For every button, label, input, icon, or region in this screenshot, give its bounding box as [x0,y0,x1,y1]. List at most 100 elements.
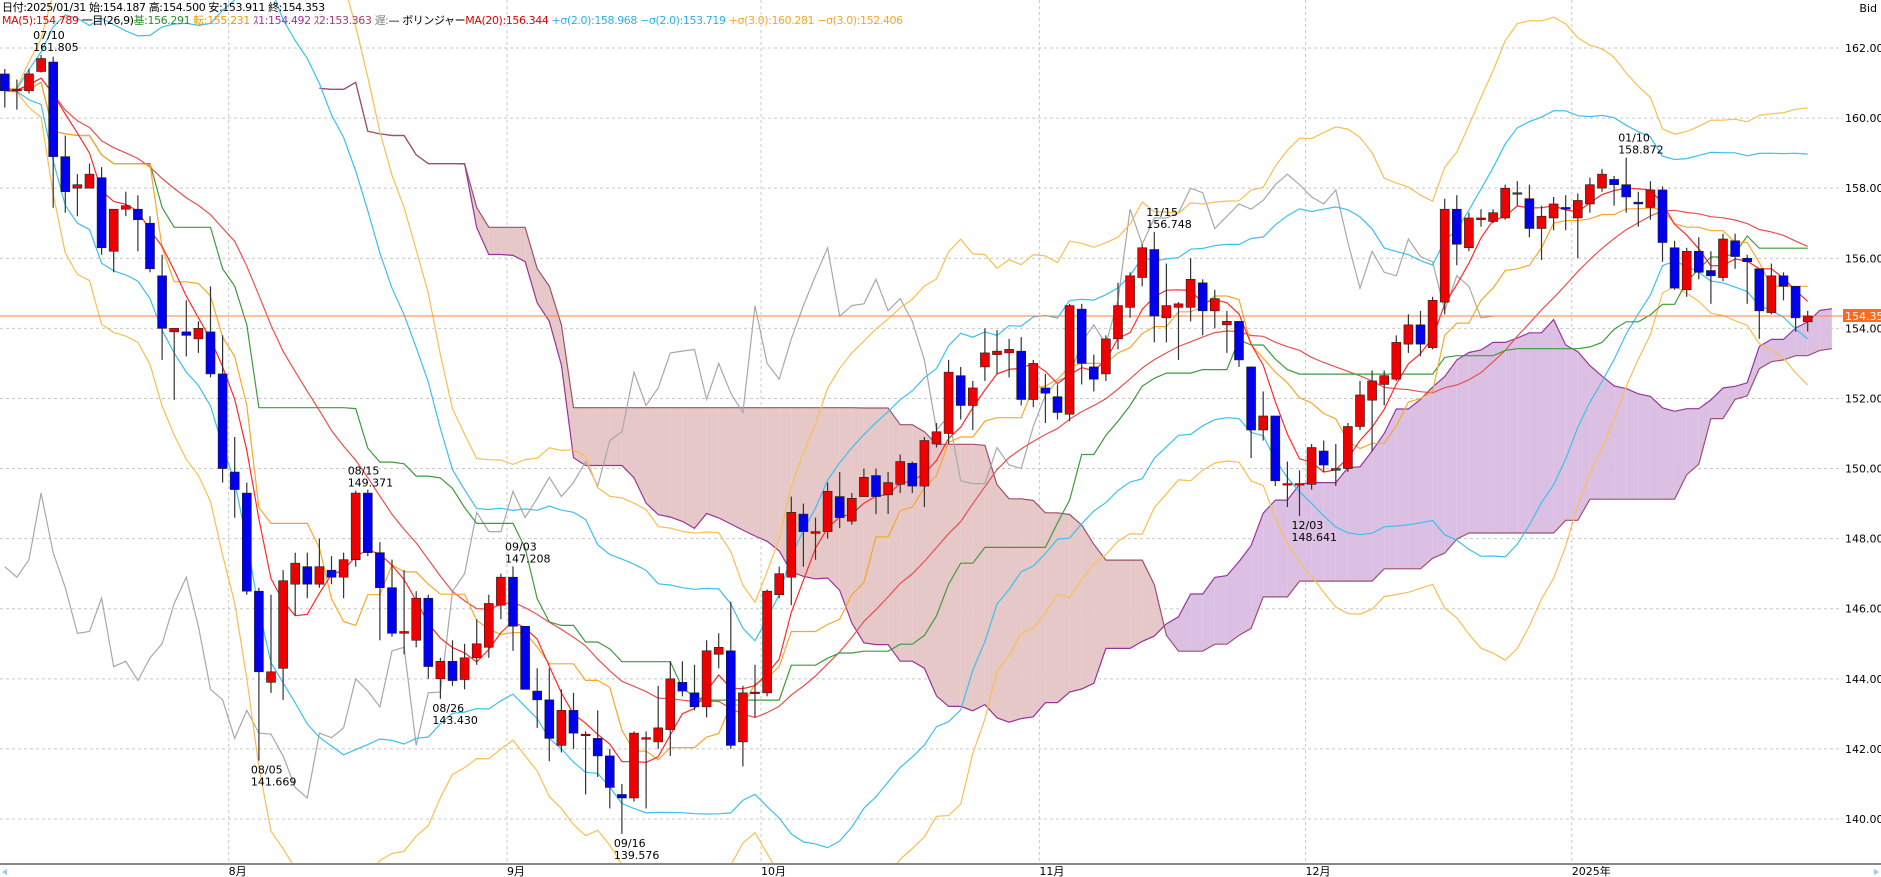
candle[interactable] [1089,354,1099,392]
candle[interactable] [1331,444,1341,487]
candle[interactable] [133,195,143,252]
candle[interactable] [1161,263,1172,343]
candle[interactable] [738,685,748,767]
candle[interactable] [750,664,760,718]
candle[interactable] [992,330,1002,374]
candle[interactable] [387,559,397,637]
candle[interactable] [435,657,446,699]
candle[interactable] [871,468,881,515]
candle[interactable] [810,517,821,560]
candle[interactable] [544,668,555,762]
candle[interactable] [1802,310,1813,332]
candle[interactable] [895,454,906,494]
candle[interactable] [762,589,772,697]
candle[interactable] [907,461,918,494]
candle[interactable] [108,208,119,273]
candle[interactable] [1355,380,1365,430]
candle[interactable] [1270,415,1281,487]
candle[interactable] [592,710,603,777]
candle[interactable] [931,422,942,448]
candle[interactable] [1052,384,1063,420]
candle[interactable] [1004,338,1014,378]
candle[interactable] [1621,157,1631,213]
candle[interactable] [350,490,361,567]
candle[interactable] [1113,282,1123,350]
candle[interactable] [774,566,785,599]
candle[interactable] [217,335,228,483]
candle[interactable] [1548,196,1559,231]
candle[interactable] [980,328,990,381]
candle[interactable] [1246,366,1256,459]
candle[interactable] [1427,296,1438,350]
candle[interactable] [1306,444,1317,490]
candle[interactable] [169,328,179,400]
candle[interactable] [1173,302,1184,360]
candle[interactable] [580,731,591,795]
candle[interactable] [1125,272,1135,318]
candle[interactable] [1137,244,1147,287]
candle[interactable] [568,692,579,749]
candle[interactable] [1778,272,1789,301]
candle[interactable] [0,69,10,108]
candle[interactable] [314,538,325,588]
candle[interactable] [617,783,627,834]
candle[interactable] [1706,251,1716,304]
candle[interactable] [1742,254,1752,304]
candle[interactable] [967,380,978,430]
candle[interactable] [145,216,155,273]
candle[interactable] [689,664,700,711]
candle[interactable] [604,748,615,809]
candle[interactable] [447,640,458,686]
candle[interactable] [157,254,167,360]
candle[interactable] [919,437,930,508]
candle[interactable] [1524,184,1535,238]
candle[interactable] [1585,177,1595,213]
candle[interactable] [1609,175,1619,206]
candle[interactable] [60,135,71,213]
candle[interactable] [266,594,276,693]
candle[interactable] [1766,263,1777,315]
candle[interactable] [229,437,240,518]
candle[interactable] [1064,303,1075,422]
candle[interactable] [278,570,288,700]
candle[interactable] [520,625,530,690]
candle[interactable] [701,640,712,718]
candle[interactable] [1597,168,1607,192]
candle[interactable] [943,359,954,445]
candle[interactable] [1488,209,1498,224]
candle[interactable] [532,668,543,728]
candle[interactable] [84,163,95,189]
candle[interactable] [508,566,518,651]
candle[interactable] [1222,310,1232,353]
candle[interactable] [725,601,736,749]
candle[interactable] [72,174,83,217]
candle[interactable] [1500,184,1510,220]
candle[interactable] [786,496,797,606]
candle[interactable] [496,573,506,620]
candle[interactable] [1439,198,1450,315]
candle[interactable] [326,556,337,585]
candle[interactable] [12,79,22,110]
candle[interactable] [1718,233,1728,282]
candle[interactable] [859,468,869,497]
candle[interactable] [1681,247,1692,297]
candle[interactable] [653,685,664,749]
candle[interactable] [822,482,833,539]
candle[interactable] [1645,181,1656,220]
candle[interactable] [1536,205,1547,261]
candle[interactable] [677,661,688,697]
candle[interactable] [411,591,422,648]
candle[interactable] [1101,335,1111,381]
candle[interactable] [36,54,46,73]
candle[interactable] [459,643,470,690]
candle[interactable] [798,503,809,567]
candle[interactable] [846,493,857,525]
candle[interactable] [1149,232,1160,343]
candle[interactable] [1210,289,1220,329]
candle[interactable] [1657,186,1668,262]
candle[interactable] [1294,470,1305,517]
candle[interactable] [205,286,216,378]
candle[interactable] [290,552,301,616]
candle[interactable] [1367,370,1377,452]
